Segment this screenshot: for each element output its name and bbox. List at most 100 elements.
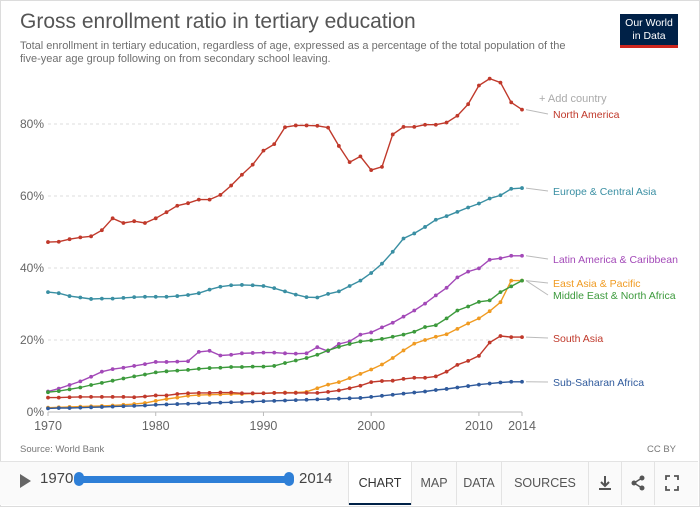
data-point [509,254,513,258]
series-end-label[interactable]: South Asia [553,333,603,345]
data-point [272,351,276,355]
tab-data[interactable]: DATA [457,462,501,505]
data-point [337,290,341,294]
data-point [509,284,513,288]
data-point [208,288,212,292]
data-point [402,392,406,396]
data-point [165,394,169,398]
data-point [359,396,363,400]
add-country-button[interactable]: + Add country [539,93,607,105]
data-point [186,293,190,297]
data-point [359,279,363,283]
license-note[interactable]: CC BY [647,444,676,455]
y-tick-label: 40% [20,261,44,275]
data-point [477,84,481,88]
data-point [337,144,341,148]
tab-sources[interactable]: SOURCES [502,462,588,505]
tab-separator [654,462,655,505]
series-end-label[interactable]: Latin America & Caribbean [553,254,678,266]
data-point [229,391,233,395]
data-point [434,388,438,392]
data-point [412,391,416,395]
data-point [240,400,244,404]
data-point [78,296,82,300]
data-point [348,284,352,288]
series-end-label[interactable]: Middle East & North Africa [553,290,676,302]
data-point [509,187,513,191]
data-point [143,362,147,366]
data-point [445,370,449,374]
data-point [111,297,115,301]
data-point [380,262,384,266]
data-point [100,395,104,399]
tab-map[interactable]: MAP [412,462,456,505]
label-leader [526,256,548,259]
data-point [122,221,126,225]
share-button[interactable] [622,462,654,505]
data-point [326,397,330,401]
data-point [488,341,492,345]
data-point [46,290,50,294]
label-leader [526,110,548,114]
data-point [423,390,427,394]
data-point [326,390,330,394]
data-point [412,309,416,313]
data-point [369,380,373,384]
data-point [175,396,179,400]
data-point [337,389,341,393]
data-point [466,102,470,106]
data-point [132,364,136,368]
data-point [348,386,352,390]
data-point [520,335,524,339]
download-icon [589,462,621,505]
series-end-label[interactable]: North America [553,109,620,121]
data-point [445,286,449,290]
data-point [294,124,298,128]
series-end-label[interactable]: East Asia & Pacific [553,278,641,290]
data-point [89,405,93,409]
data-point [499,81,503,85]
data-point [283,391,287,395]
data-point [499,381,503,385]
y-tick-label: 20% [20,333,44,347]
timeline-track[interactable] [77,476,289,483]
data-point [175,294,179,298]
data-point [165,360,169,364]
data-point [272,142,276,146]
data-point [229,184,233,188]
series-end-label[interactable]: Europe & Central Asia [553,186,656,198]
data-point [100,297,104,301]
tab-chart[interactable]: CHART [349,462,411,505]
fullscreen-button[interactable] [656,462,688,505]
timeline-end-handle[interactable] [284,472,294,486]
series-end-label[interactable]: Sub-Saharan Africa [553,377,644,389]
data-point [218,366,222,370]
data-point [402,377,406,381]
timeline-start-handle[interactable] [74,472,84,486]
data-point [283,399,287,403]
data-point [477,383,481,387]
data-point [132,219,136,223]
data-point [262,391,266,395]
data-point [412,330,416,334]
data-point [423,225,427,229]
data-point [348,396,352,400]
play-icon[interactable] [20,474,31,488]
data-point [455,275,459,279]
data-point [380,165,384,169]
data-point [154,403,158,407]
data-point [477,317,481,321]
data-point [520,254,524,258]
download-button[interactable] [589,462,621,505]
data-point [488,382,492,386]
data-point [412,232,416,236]
data-point [57,406,61,410]
data-point [315,296,319,300]
data-point [68,294,72,298]
data-point [348,376,352,380]
data-point [165,295,169,299]
data-point [391,356,395,360]
data-point [305,356,309,360]
source-note[interactable]: Source: World Bank [20,444,104,455]
data-point [78,395,82,399]
